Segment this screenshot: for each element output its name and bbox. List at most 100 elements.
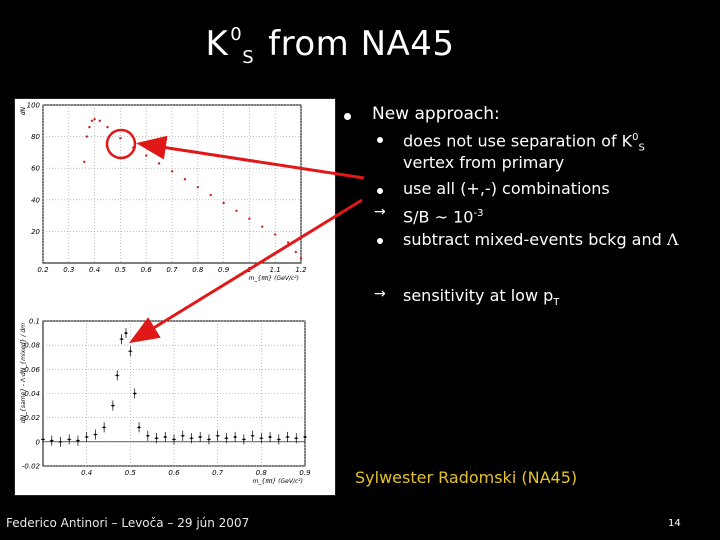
sub-bullet-3: S/B ~ 10-3 <box>403 204 703 227</box>
plots-svg: 0.2 0.3 0.4 0.5 0.6 0.7 0.8 0.9 1 1.1 1.2 20 40 60 80 1… <box>20 102 311 486</box>
data-point <box>116 374 119 377</box>
data-point <box>172 438 176 441</box>
sub-bullet-1-sub: S <box>638 142 645 154</box>
data-point <box>199 435 202 439</box>
x-tick-label: 0.2 <box>37 266 49 274</box>
data-point <box>242 438 245 441</box>
data-point <box>170 170 174 173</box>
sub-bullet-3-text: S/B ~ 10 <box>403 207 474 227</box>
data-point <box>183 178 187 181</box>
data-point <box>59 440 62 443</box>
title-k: K <box>205 24 229 64</box>
data-point <box>137 426 141 429</box>
data-point <box>261 225 264 228</box>
data-point <box>103 426 106 429</box>
data-point <box>106 125 109 129</box>
y-tick-label: 0.08 <box>24 342 40 350</box>
data-point <box>119 136 122 140</box>
data-point <box>157 162 161 165</box>
data-point <box>90 119 94 122</box>
data-point <box>98 119 101 122</box>
data-point <box>196 185 199 189</box>
sub-bullet-2: use all (+,-) combinations <box>403 179 610 198</box>
data-point <box>286 241 290 244</box>
data-point <box>85 135 89 138</box>
sub-bullet-5-text: sensitivity at low p <box>403 286 554 305</box>
slide-number: 14 <box>668 518 681 529</box>
data-point <box>94 433 97 436</box>
data-point <box>268 435 272 439</box>
data-point <box>294 250 298 254</box>
bullet-dot-icon <box>377 238 383 244</box>
data-point <box>277 438 280 441</box>
data-point <box>85 435 88 439</box>
author-credit: Sylwester Radomski (NA45) <box>355 468 578 487</box>
x-tick-label: 1 <box>247 266 251 274</box>
sub-bullet-4-text: subtract mixed-events bckg and <box>403 230 667 249</box>
data-point <box>88 125 91 129</box>
data-point <box>41 438 45 441</box>
data-point <box>274 233 277 236</box>
y-tick-label: 40 <box>31 196 40 204</box>
x-tick-label: 0.6 <box>168 469 180 477</box>
bullet-dot-icon <box>377 137 383 143</box>
title-subscript: S <box>242 47 255 68</box>
data-point <box>216 434 219 437</box>
y-tick-label: -0.02 <box>22 463 41 471</box>
lambda-symbol: Λ <box>666 230 679 249</box>
data-point <box>190 437 193 440</box>
data-point <box>234 435 237 439</box>
data-point <box>225 437 228 440</box>
data-point <box>286 435 289 439</box>
x-tick-label: 1.1 <box>270 266 281 274</box>
x-tick-label: 0.8 <box>256 469 268 477</box>
data-point <box>93 118 96 121</box>
y-tick-label: 60 <box>31 165 40 173</box>
x-tick-label: 0.5 <box>115 266 127 274</box>
sub-bullet-1-text: does not use separation of K <box>403 131 633 151</box>
data-point <box>155 437 158 440</box>
footer-text: Federico Antinori – Levoča – 29 jún 2007 <box>6 516 250 530</box>
slide-title: K 0S from NA45 <box>0 24 660 68</box>
data-point <box>50 439 53 442</box>
data-point <box>222 201 225 205</box>
data-point <box>132 146 135 149</box>
figure-panel: 0.2 0.3 0.4 0.5 0.6 0.7 0.8 0.9 1 1.1 1.2 20 40 60 80 1… <box>14 98 336 496</box>
y-tick-label: 0.04 <box>24 390 40 398</box>
x-tick-label: 0.7 <box>212 469 224 477</box>
data-point <box>68 438 71 441</box>
data-point <box>299 257 303 260</box>
data-point <box>181 434 184 437</box>
data-point <box>164 435 167 439</box>
y-tick-label: 100 <box>27 102 41 110</box>
y-tick-label: 0.1 <box>29 318 40 326</box>
x-tick-label: 0.9 <box>218 266 230 274</box>
x-tick-label: 0.8 <box>192 266 204 274</box>
x-axis-label: m_{ππ} (GeV/c²) <box>253 478 303 485</box>
arrow-right-icon: → <box>374 204 386 220</box>
data-point <box>76 439 80 442</box>
x-tick-label: 0.7 <box>166 266 178 274</box>
x-tick-label: 0.5 <box>125 469 137 477</box>
data-point <box>235 209 238 213</box>
data-point <box>124 331 128 335</box>
title-rest: from NA45 <box>268 24 455 64</box>
y-tick-label: 0.06 <box>24 366 40 374</box>
data-point <box>248 217 251 220</box>
sub-bullet-4: subtract mixed-events bckg and Λ <box>403 230 703 250</box>
y-axis-label: dN <box>20 106 27 115</box>
arrow-right-icon: → <box>374 286 386 302</box>
data-point <box>295 437 298 440</box>
x-tick-label: 0.4 <box>81 469 92 477</box>
data-point <box>120 338 123 341</box>
data-point <box>111 404 114 407</box>
data-point <box>207 438 211 441</box>
data-point <box>133 392 136 395</box>
data-point <box>303 435 307 439</box>
data-point <box>145 154 148 157</box>
y-tick-label: 0 <box>36 438 41 446</box>
data-point <box>209 193 212 197</box>
data-point <box>146 434 149 437</box>
data-point <box>129 350 132 353</box>
y-tick-label: 0.02 <box>24 414 40 422</box>
